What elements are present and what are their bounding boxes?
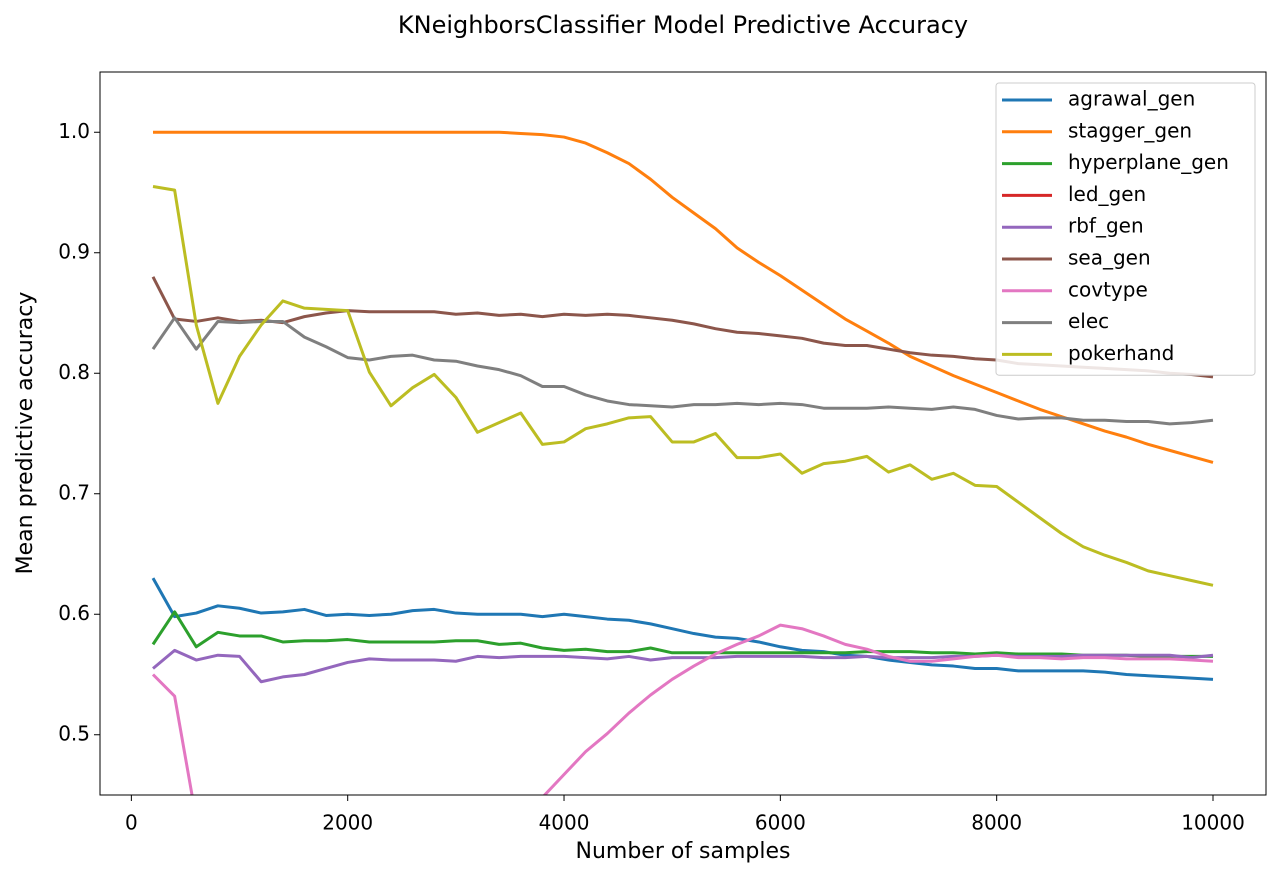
series-line (153, 130, 1214, 464)
y-tick-label: 0.7 (58, 480, 90, 504)
series-line (151, 623, 1214, 795)
y-tick-label: 0.8 (58, 360, 90, 384)
x-tick-label: 4000 (539, 811, 590, 835)
y-axis-label: Mean predictive accuracy (13, 292, 38, 575)
legend-label: covtype (1068, 277, 1148, 301)
series-line (151, 316, 1214, 426)
legend-label: agrawal_gen (1068, 87, 1195, 111)
legend-label: rbf_gen (1068, 214, 1144, 238)
x-tick-label: 0 (125, 811, 138, 835)
y-tick-label: 0.5 (58, 721, 90, 745)
legend-label: elec (1068, 309, 1109, 333)
x-tick-label: 2000 (322, 811, 373, 835)
series-line (151, 577, 1214, 681)
y-tick-label: 1.0 (58, 119, 90, 143)
legend-label: pokerhand (1068, 341, 1174, 365)
series-line (151, 610, 1213, 658)
series-line (152, 648, 1214, 684)
y-tick-label: 0.9 (58, 239, 90, 263)
x-tick-label: 6000 (755, 811, 806, 835)
x-tick-label: 8000 (971, 811, 1022, 835)
plot-frame (99, 71, 1267, 796)
legend-label: sea_gen (1068, 246, 1151, 270)
legend-label: led_gen (1068, 182, 1146, 206)
x-tick-label: 10000 (1181, 811, 1245, 835)
legend-label: hyperplane_gen (1068, 150, 1229, 174)
plot-lines (151, 130, 1214, 795)
x-axis-label: Number of samples (575, 839, 790, 864)
chart-title: KNeighborsClassifier Model Predictive Ac… (398, 11, 968, 39)
series-line (152, 185, 1214, 587)
legend-label: stagger_gen (1068, 118, 1192, 142)
y-tick-label: 0.6 (58, 601, 90, 625)
legend-box (995, 82, 1256, 376)
